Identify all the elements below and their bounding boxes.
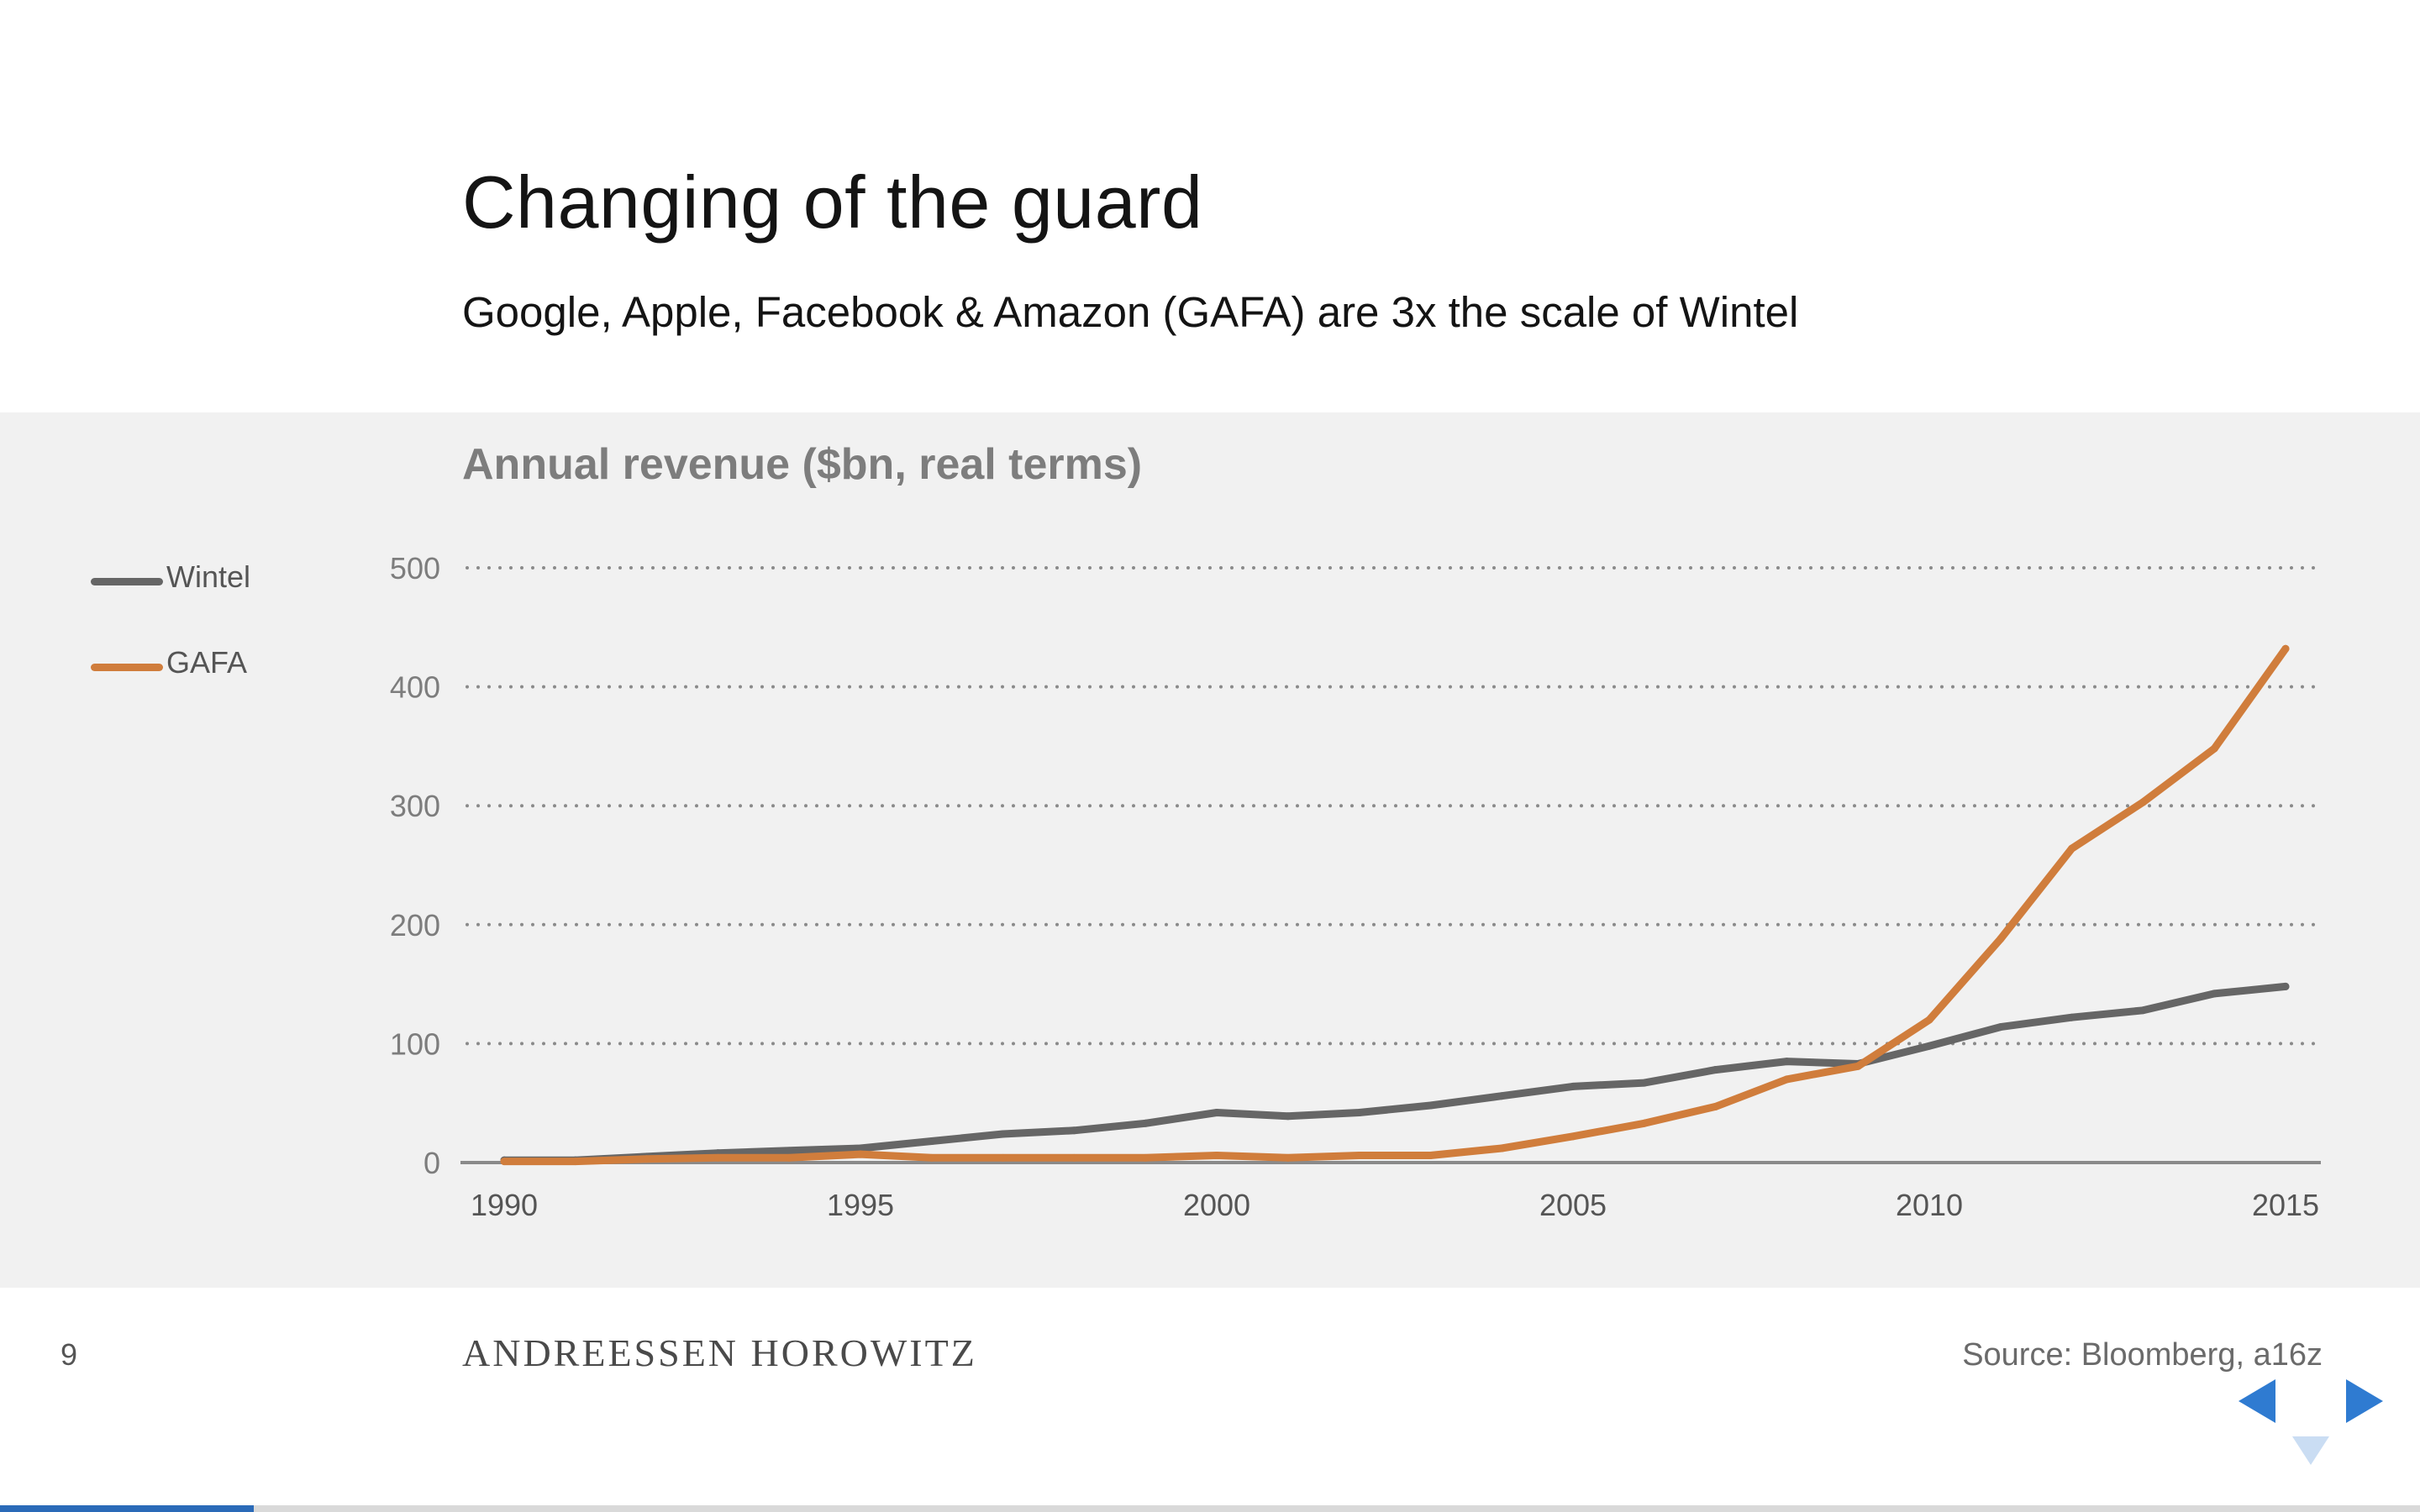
legend-label-gafa: GAFA [166, 645, 248, 680]
data-point-wintel [1640, 1079, 1649, 1087]
data-point-gafa [1782, 1075, 1791, 1084]
triangle-right-icon [2346, 1379, 2383, 1423]
chart-panel [0, 412, 2420, 1288]
data-point-gafa [1712, 1102, 1720, 1110]
x-tick-label: 1990 [471, 1188, 538, 1222]
data-point-gafa [1070, 1153, 1078, 1162]
data-point-gafa [500, 1158, 508, 1166]
previous-slide-button[interactable] [2235, 1374, 2286, 1428]
data-point-wintel [1925, 1042, 1933, 1050]
series-line-wintel [500, 982, 2290, 1164]
data-point-gafa [1426, 1152, 1434, 1160]
next-slide-button[interactable] [2336, 1374, 2386, 1428]
data-point-wintel [1497, 1092, 1506, 1100]
down-slide-button[interactable] [2286, 1428, 2336, 1482]
x-tick-label: 1995 [827, 1188, 894, 1222]
progress-bar-fill [0, 1505, 255, 1512]
data-point-gafa [2068, 844, 2076, 853]
data-point-gafa [1284, 1153, 1292, 1162]
y-tick-label: 100 [390, 1026, 440, 1061]
data-point-gafa [2281, 644, 2290, 653]
legend-swatch-gafa [91, 664, 163, 671]
y-tick-label: 500 [390, 551, 440, 585]
data-point-gafa [2210, 744, 2218, 753]
y-tick-label: 400 [390, 670, 440, 705]
y-tick-label: 0 [424, 1146, 440, 1180]
legend-label-wintel: Wintel [166, 559, 251, 594]
source-note: Source: Bloomberg, a16z [1962, 1337, 2323, 1373]
data-point-wintel [1284, 1112, 1292, 1121]
data-point-gafa [785, 1153, 793, 1162]
y-tick-label: 300 [390, 789, 440, 823]
data-point-wintel [1355, 1109, 1364, 1117]
data-point-gafa [1854, 1062, 1862, 1070]
legend-swatch-wintel [91, 578, 163, 585]
data-point-gafa [1640, 1119, 1649, 1127]
slide-title: Changing of the guard [462, 160, 1203, 244]
triangle-down-icon [2292, 1436, 2329, 1465]
brand-logo: ANDREESSEN HOROWITZ [462, 1331, 977, 1374]
data-point-gafa [1141, 1153, 1150, 1162]
x-tick-label: 2005 [1539, 1188, 1607, 1222]
data-point-gafa [1497, 1144, 1506, 1152]
data-point-wintel [1426, 1101, 1434, 1110]
data-point-wintel [2281, 982, 2290, 990]
data-point-wintel [928, 1137, 936, 1146]
data-point-gafa [2139, 798, 2147, 806]
data-point-wintel [856, 1144, 865, 1152]
data-point-gafa [1996, 935, 2005, 943]
data-point-gafa [1569, 1132, 1577, 1141]
y-tick-label: 200 [390, 908, 440, 942]
data-point-wintel [1996, 1023, 2005, 1032]
data-point-gafa [713, 1153, 722, 1162]
data-point-gafa [928, 1153, 936, 1162]
data-point-wintel [2210, 990, 2218, 998]
data-point-gafa [856, 1150, 865, 1158]
data-point-wintel [1782, 1058, 1791, 1066]
data-point-wintel [1070, 1126, 1078, 1135]
x-tick-label: 2000 [1183, 1188, 1250, 1222]
data-point-wintel [785, 1147, 793, 1155]
data-point-gafa [1213, 1152, 1221, 1160]
page-number: 9 [60, 1337, 78, 1372]
chart-title: Annual revenue ($bn, real terms) [462, 440, 1143, 489]
x-tick-label: 2015 [2252, 1188, 2319, 1222]
progress-bar [0, 1505, 2420, 1512]
data-point-wintel [2068, 1013, 2076, 1021]
data-point-gafa [571, 1158, 580, 1166]
data-point-wintel [999, 1130, 1007, 1138]
data-point-wintel [1712, 1066, 1720, 1074]
data-point-gafa [999, 1153, 1007, 1162]
triangle-left-icon [2238, 1379, 2275, 1423]
series-line-gafa [500, 644, 2290, 1166]
x-tick-label: 2010 [1896, 1188, 1963, 1222]
data-point-wintel [1213, 1109, 1221, 1117]
data-point-gafa [643, 1155, 651, 1163]
data-point-gafa [1355, 1152, 1364, 1160]
slide-subtitle: Google, Apple, Facebook & Amazon (GAFA) … [462, 288, 1799, 336]
data-point-gafa [1925, 1016, 1933, 1024]
data-point-wintel [1141, 1119, 1150, 1127]
data-point-wintel [1569, 1082, 1577, 1090]
data-point-wintel [2139, 1006, 2147, 1015]
